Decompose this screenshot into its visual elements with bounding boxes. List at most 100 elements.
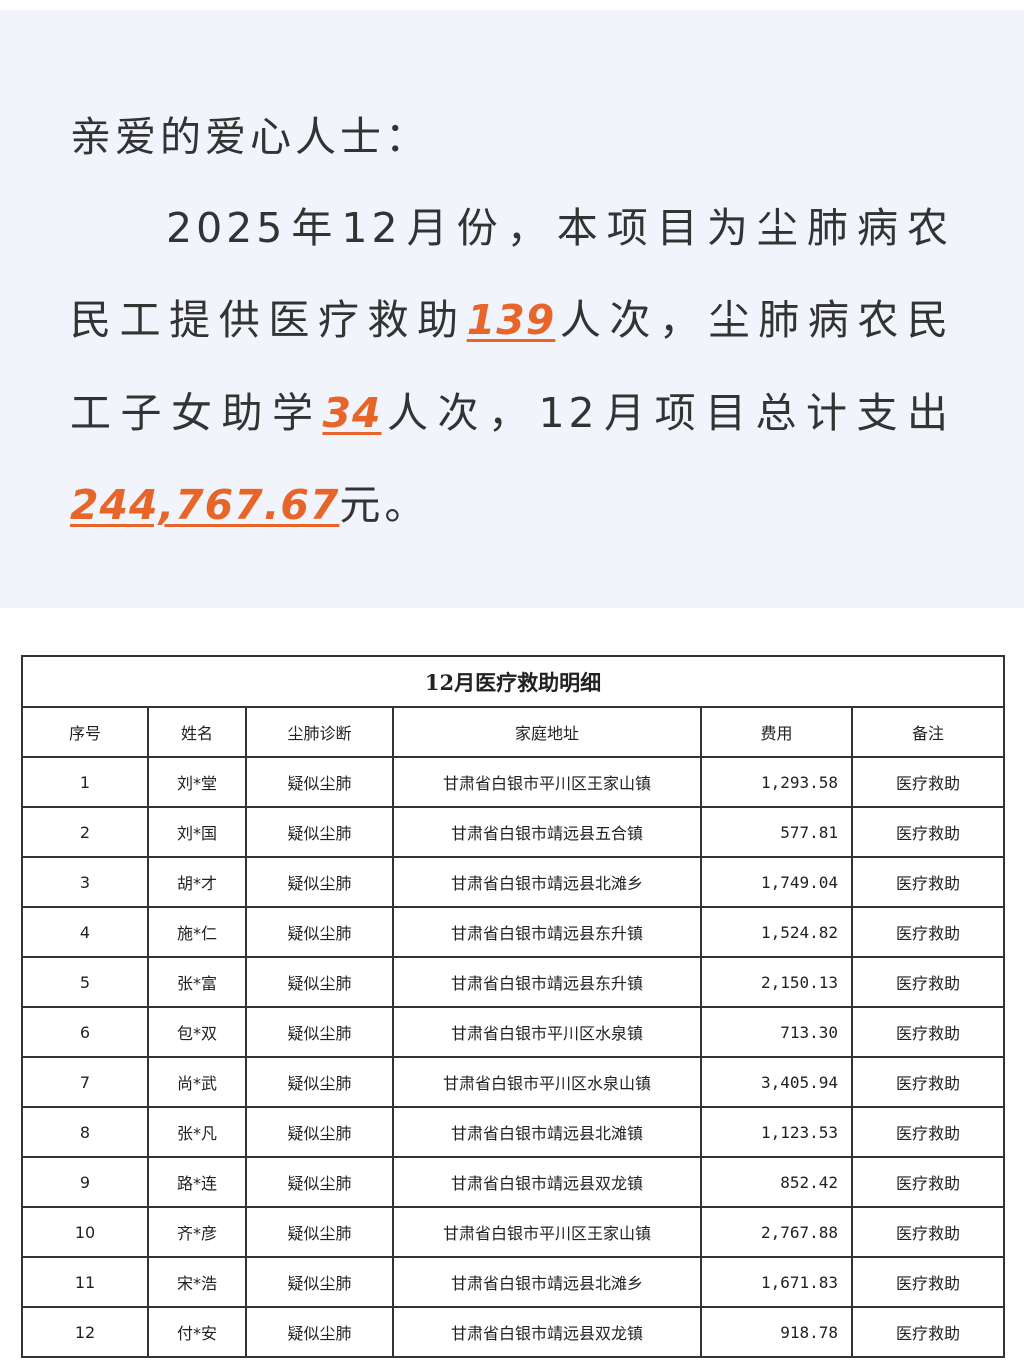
table-row: 6 包*双 疑似尘肺 甘肃省白银市平川区水泉镇 713.30 医疗救助 xyxy=(21,1006,1006,1058)
col-note-cell: 医疗救助 xyxy=(850,956,1006,1008)
table-row: 1 刘*堂 疑似尘肺 甘肃省白银市平川区王家山镇 1,293.58 医疗救助 xyxy=(21,756,1006,808)
col-fee-cell: 1,524.82 xyxy=(700,906,853,958)
col-fee-cell: 1,123.53 xyxy=(700,1106,853,1158)
col-index-cell: 12 xyxy=(21,1306,149,1358)
col-index-cell: 10 xyxy=(21,1206,149,1258)
col-fee-cell: 918.78 xyxy=(700,1306,853,1358)
header-col-name: 姓名 xyxy=(147,706,247,758)
medical-count: 139 xyxy=(466,296,556,344)
col-address-cell: 甘肃省白银市靖远县北滩镇 xyxy=(392,1106,702,1158)
col-address-cell: 甘肃省白银市靖远县东升镇 xyxy=(392,956,702,1008)
header-col-fee: 费用 xyxy=(700,706,853,758)
education-count: 34 xyxy=(322,389,382,437)
col-index-cell: 6 xyxy=(21,1006,149,1058)
col-diagnosis-cell: 疑似尘肺 xyxy=(245,1156,394,1208)
col-name-cell: 尚*武 xyxy=(147,1056,247,1108)
table-row: 10 齐*彦 疑似尘肺 甘肃省白银市平川区王家山镇 2,767.88 医疗救助 xyxy=(21,1206,1006,1258)
col-index-cell: 4 xyxy=(21,906,149,958)
col-name-cell: 刘*国 xyxy=(147,806,247,858)
col-diagnosis-cell: 疑似尘肺 xyxy=(245,1106,394,1158)
table-row: 7 尚*武 疑似尘肺 甘肃省白银市平川区水泉山镇 3,405.94 医疗救助 xyxy=(21,1056,1006,1108)
header-col-address: 家庭地址 xyxy=(392,706,702,758)
col-name-cell: 付*安 xyxy=(147,1306,247,1358)
total-amount: 244,767.67 xyxy=(70,481,340,529)
col-fee-cell: 1,671.83 xyxy=(700,1256,853,1308)
header-col-note: 备注 xyxy=(850,706,1006,758)
col-diagnosis-cell: 疑似尘肺 xyxy=(245,1306,394,1358)
col-diagnosis-cell: 疑似尘肺 xyxy=(245,756,394,808)
col-note-cell: 医疗救助 xyxy=(850,906,1006,958)
col-index-cell: 1 xyxy=(21,756,149,808)
col-index-cell: 2 xyxy=(21,806,149,858)
col-address-cell: 甘肃省白银市靖远县东升镇 xyxy=(392,906,702,958)
col-address-cell: 甘肃省白银市靖远县五合镇 xyxy=(392,806,702,858)
col-address-cell: 甘肃省白银市平川区水泉镇 xyxy=(392,1006,702,1058)
text: 工子女助学 xyxy=(70,389,323,437)
table-row: 11 宋*浩 疑似尘肺 甘肃省白银市靖远县北滩乡 1,671.83 医疗救助 xyxy=(21,1256,1006,1308)
col-diagnosis-cell: 疑似尘肺 xyxy=(245,856,394,908)
header-col-index: 序号 xyxy=(21,706,149,758)
table-row: 2 刘*国 疑似尘肺 甘肃省白银市靖远县五合镇 577.81 医疗救助 xyxy=(21,806,1006,858)
medical-aid-table: 12月医疗救助明细 序号 姓名 尘肺诊断 家庭地址 费用 备注 1 刘*堂 疑似尘肺 甘肃省白银… xyxy=(20,655,1006,1358)
col-diagnosis-cell: 疑似尘肺 xyxy=(245,956,394,1008)
col-name-cell: 张*富 xyxy=(147,956,247,1008)
col-note-cell: 医疗救助 xyxy=(850,756,1006,808)
table-header-row: 序号 姓名 尘肺诊断 家庭地址 费用 备注 xyxy=(21,706,1006,758)
col-address-cell: 甘肃省白银市平川区水泉山镇 xyxy=(392,1056,702,1108)
col-diagnosis-cell: 疑似尘肺 xyxy=(245,806,394,858)
col-name-cell: 胡*才 xyxy=(147,856,247,908)
col-index-cell: 11 xyxy=(21,1256,149,1308)
col-address-cell: 甘肃省白银市靖远县双龙镇 xyxy=(392,1156,702,1208)
col-address-cell: 甘肃省白银市平川区王家山镇 xyxy=(392,756,702,808)
col-note-cell: 医疗救助 xyxy=(850,1206,1006,1258)
col-name-cell: 宋*浩 xyxy=(147,1256,247,1308)
table-row: 3 胡*才 疑似尘肺 甘肃省白银市靖远县北滩乡 1,749.04 医疗救助 xyxy=(21,856,1006,908)
col-address-cell: 甘肃省白银市平川区王家山镇 xyxy=(392,1206,702,1258)
col-fee-cell: 713.30 xyxy=(700,1006,853,1058)
table-row: 9 路*连 疑似尘肺 甘肃省白银市靖远县双龙镇 852.42 医疗救助 xyxy=(21,1156,1006,1208)
col-index-cell: 8 xyxy=(21,1106,149,1158)
table-row: 5 张*富 疑似尘肺 甘肃省白银市靖远县东升镇 2,150.13 医疗救助 xyxy=(21,956,1006,1008)
col-name-cell: 路*连 xyxy=(147,1156,247,1208)
col-fee-cell: 1,293.58 xyxy=(700,756,853,808)
text: 元。 xyxy=(339,481,430,529)
col-fee-cell: 2,150.13 xyxy=(700,956,853,1008)
col-note-cell: 医疗救助 xyxy=(850,1006,1006,1058)
col-fee-cell: 2,767.88 xyxy=(700,1206,853,1258)
letter-line-3: 工子女助学34人次，12月项目总计支出 xyxy=(70,383,952,443)
letter-line-2: 民工提供医疗救助139人次，尘肺病农民 xyxy=(70,290,952,350)
table-title: 12月医疗救助明细 xyxy=(20,655,1006,708)
col-note-cell: 医疗救助 xyxy=(850,1106,1006,1158)
col-fee-cell: 577.81 xyxy=(700,806,853,858)
col-address-cell: 甘肃省白银市靖远县北滩乡 xyxy=(392,856,702,908)
col-note-cell: 医疗救助 xyxy=(850,1256,1006,1308)
col-name-cell: 施*仁 xyxy=(147,906,247,958)
col-index-cell: 5 xyxy=(21,956,149,1008)
col-note-cell: 医疗救助 xyxy=(850,1156,1006,1208)
letter-panel: 亲爱的爱心人士： 2025年12月份，本项目为尘肺病农 民工提供医疗救助139人… xyxy=(0,10,1024,608)
header-col-diagnosis: 尘肺诊断 xyxy=(245,706,394,758)
col-index-cell: 7 xyxy=(21,1056,149,1108)
col-index-cell: 9 xyxy=(21,1156,149,1208)
col-diagnosis-cell: 疑似尘肺 xyxy=(245,906,394,958)
text: 人次，12月项目总计支出 xyxy=(381,389,953,437)
col-diagnosis-cell: 疑似尘肺 xyxy=(245,1006,394,1058)
greeting: 亲爱的爱心人士： xyxy=(70,113,430,161)
table-row: 12 付*安 疑似尘肺 甘肃省白银市靖远县双龙镇 918.78 医疗救助 xyxy=(21,1306,1006,1358)
col-name-cell: 张*凡 xyxy=(147,1106,247,1158)
col-index-cell: 3 xyxy=(21,856,149,908)
table-row: 4 施*仁 疑似尘肺 甘肃省白银市靖远县东升镇 1,524.82 医疗救助 xyxy=(21,906,1006,958)
col-diagnosis-cell: 疑似尘肺 xyxy=(245,1056,394,1108)
col-name-cell: 刘*堂 xyxy=(147,756,247,808)
col-note-cell: 医疗救助 xyxy=(850,1306,1006,1358)
col-name-cell: 齐*彦 xyxy=(147,1206,247,1258)
col-fee-cell: 3,405.94 xyxy=(700,1056,853,1108)
col-address-cell: 甘肃省白银市靖远县双龙镇 xyxy=(392,1306,702,1358)
text: 人次，尘肺病农民 xyxy=(555,296,952,344)
letter-line-4: 244,767.67元。 xyxy=(70,475,952,535)
col-diagnosis-cell: 疑似尘肺 xyxy=(245,1256,394,1308)
text: 民工提供医疗救助 xyxy=(70,296,467,344)
table-row: 8 张*凡 疑似尘肺 甘肃省白银市靖远县北滩镇 1,123.53 医疗救助 xyxy=(21,1106,1006,1158)
letter-line-1: 2025年12月份，本项目为尘肺病农 xyxy=(166,204,952,252)
col-fee-cell: 1,749.04 xyxy=(700,856,853,908)
